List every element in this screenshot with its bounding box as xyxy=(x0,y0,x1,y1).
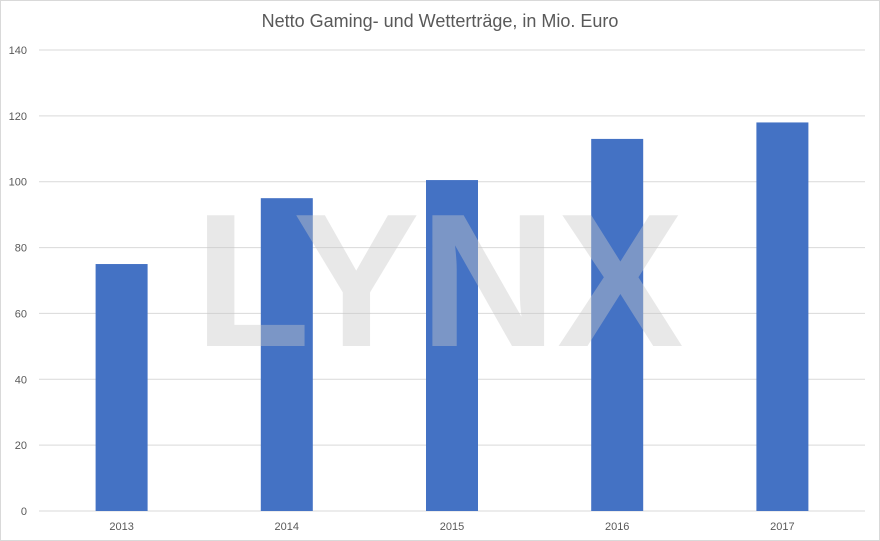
y-tick-label: 0 xyxy=(21,506,27,518)
y-tick-label: 60 xyxy=(15,308,27,320)
bar-2017 xyxy=(756,122,809,511)
y-tick-label: 80 xyxy=(15,243,27,255)
bar-2013 xyxy=(95,264,148,511)
lynx-watermark: LYNX xyxy=(194,175,683,387)
bar-2014 xyxy=(260,198,313,511)
y-tick-label: 40 xyxy=(15,374,27,386)
x-tick-label: 2017 xyxy=(770,521,794,533)
bar-2015 xyxy=(426,180,478,511)
bars xyxy=(95,122,809,511)
chart-title: Netto Gaming- und Wetterträge, in Mio. E… xyxy=(261,11,619,31)
y-tick-label: 100 xyxy=(9,177,27,189)
x-axis-tick-labels: 2013 2014 2015 2016 2017 xyxy=(109,521,794,533)
y-axis-tick-labels: 0 20 40 60 80 100 120 140 xyxy=(9,45,27,518)
y-tick-label: 140 xyxy=(9,45,27,57)
x-tick-label: 2014 xyxy=(275,521,299,533)
y-tick-label: 120 xyxy=(9,111,27,123)
x-tick-label: 2016 xyxy=(605,521,629,533)
x-tick-label: 2015 xyxy=(440,521,464,533)
x-tick-label: 2013 xyxy=(109,521,133,533)
y-tick-label: 20 xyxy=(15,440,27,452)
bar-2016 xyxy=(591,138,644,511)
